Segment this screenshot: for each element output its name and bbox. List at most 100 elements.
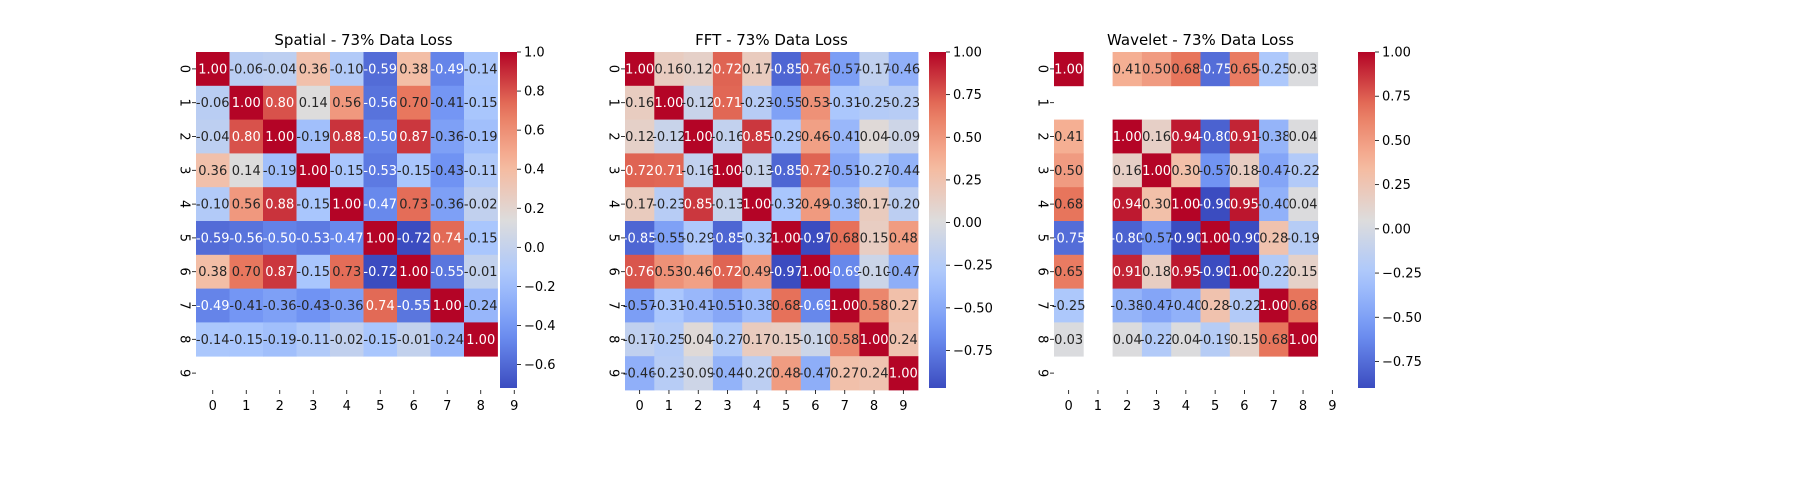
heatmap-cell <box>1054 288 1084 323</box>
heatmap-cell <box>859 356 890 391</box>
cell-value-label: -0.27 <box>857 164 891 179</box>
heatmap-cell <box>1288 254 1319 289</box>
cell-value-label: 1.00 <box>1259 299 1288 314</box>
colorbar-tick-label: −0.4 <box>524 319 556 334</box>
cell-value-label: -0.01 <box>397 333 431 348</box>
heatmap-cell <box>464 322 498 357</box>
cell-value-label: 1.00 <box>713 164 742 179</box>
cell-value-label: 0.87 <box>399 130 428 145</box>
cell-value-label: -0.16 <box>681 164 715 179</box>
heatmap-cell <box>1141 288 1172 323</box>
heatmap-cell <box>1288 52 1319 87</box>
cell-value-label: -0.41 <box>229 299 263 314</box>
cell-value-label: 1.00 <box>1201 231 1230 246</box>
cell-value-label: 0.15 <box>1230 333 1259 348</box>
cell-value-label: -0.46 <box>887 62 921 77</box>
colorbar-tick-label: 0.0 <box>524 241 545 256</box>
heatmap-cell <box>430 254 465 289</box>
heatmap-cell <box>263 119 297 154</box>
heatmap-cell <box>830 52 860 87</box>
heatmap-cell <box>1229 322 1260 357</box>
heatmap-cell <box>1112 119 1143 154</box>
heatmap-cell <box>196 85 230 120</box>
cell-value-label: 0.85 <box>684 198 713 213</box>
heatmap-cell <box>830 288 860 323</box>
cell-value-label: 1.00 <box>860 333 889 348</box>
cell-value-label: 0.68 <box>772 299 801 314</box>
cell-value-label: 0.53 <box>654 265 683 280</box>
cell-value-label: -0.15 <box>464 96 498 111</box>
heatmap-cell <box>742 254 772 289</box>
cell-value-label: -0.36 <box>430 130 464 145</box>
heatmap-cell <box>1054 187 1084 222</box>
cell-value-label: 0.15 <box>772 333 801 348</box>
x-tick-label: 6 <box>1240 399 1248 414</box>
heatmap-cell <box>888 187 919 222</box>
cell-value-label: -0.20 <box>887 198 921 213</box>
cell-value-label: -0.80 <box>1110 231 1144 246</box>
heatmap-cell <box>1054 322 1084 357</box>
heatmap-cell <box>330 322 364 357</box>
cell-value-label: 0.71 <box>713 96 742 111</box>
cell-value-label: 1.00 <box>366 231 395 246</box>
heatmap-cell <box>859 85 890 120</box>
cell-value-label: -0.75 <box>1052 231 1086 246</box>
cell-value-label: -0.04 <box>196 130 230 145</box>
heatmap-cell <box>712 52 743 87</box>
x-tick-label: 4 <box>343 399 351 414</box>
heatmap-cell <box>1141 221 1172 256</box>
cell-value-label: 0.46 <box>684 265 713 280</box>
y-tick-label: 9 <box>177 369 192 377</box>
cell-value-label: -0.15 <box>229 333 263 348</box>
colorbar <box>500 52 517 388</box>
heatmap-cell <box>397 187 431 222</box>
heatmap-cell <box>1259 288 1289 323</box>
cell-value-label: -0.90 <box>1198 265 1232 280</box>
heatmap-cell <box>625 85 655 120</box>
heatmap-cell <box>330 254 364 289</box>
cell-value-label: 0.16 <box>654 62 683 77</box>
cell-value-label: -0.01 <box>464 265 498 280</box>
heatmap-cell <box>1141 254 1172 289</box>
heatmap-cell <box>1200 153 1231 188</box>
heatmap-cell <box>330 52 364 87</box>
cell-value-label: 0.73 <box>332 265 361 280</box>
cell-value-label: 1.00 <box>466 333 495 348</box>
heatmap-cell <box>430 288 465 323</box>
cell-value-label: 0.24 <box>860 367 889 382</box>
heatmap-cell <box>363 153 398 188</box>
heatmap-cell <box>263 221 297 256</box>
colorbar-tick-label: 0.00 <box>1382 222 1411 237</box>
heatmap-cell <box>1259 153 1289 188</box>
heatmap-cell <box>742 288 772 323</box>
heatmap-cell <box>625 153 655 188</box>
cell-value-label: 0.04 <box>1171 333 1200 348</box>
y-tick-label: 8 <box>606 335 621 343</box>
cell-value-label: 0.41 <box>1054 130 1083 145</box>
cell-value-label: 0.16 <box>625 96 654 111</box>
heatmap-cell <box>1259 119 1289 154</box>
colorbar-tick-label: 0.50 <box>1382 134 1411 149</box>
chart-title: Spatial - 73% Data Loss <box>274 31 452 49</box>
colorbar-tick-label: 0.6 <box>524 124 545 139</box>
colorbar-tick-label: 0.8 <box>524 85 545 100</box>
heatmap-cell <box>654 322 684 357</box>
heatmap-cell <box>296 322 331 357</box>
colorbar-tick-label: 0.25 <box>953 173 982 188</box>
y-tick-label: 3 <box>177 166 192 174</box>
heatmap-cell <box>771 356 802 391</box>
x-tick-label: 2 <box>1123 399 1131 414</box>
cell-value-label: -0.23 <box>887 96 921 111</box>
heatmap-cell <box>888 153 919 188</box>
cell-value-label: 0.72 <box>713 62 742 77</box>
y-tick-label: 3 <box>1035 166 1050 174</box>
cell-value-label: 0.27 <box>889 299 918 314</box>
cell-value-label: -0.55 <box>397 299 431 314</box>
x-tick-label: 3 <box>1152 399 1160 414</box>
heatmap-cell <box>1200 288 1231 323</box>
heatmap-cell <box>859 187 890 222</box>
cell-value-label: -0.06 <box>196 96 230 111</box>
heatmap-cell <box>229 153 264 188</box>
heatmap-cell <box>263 187 297 222</box>
